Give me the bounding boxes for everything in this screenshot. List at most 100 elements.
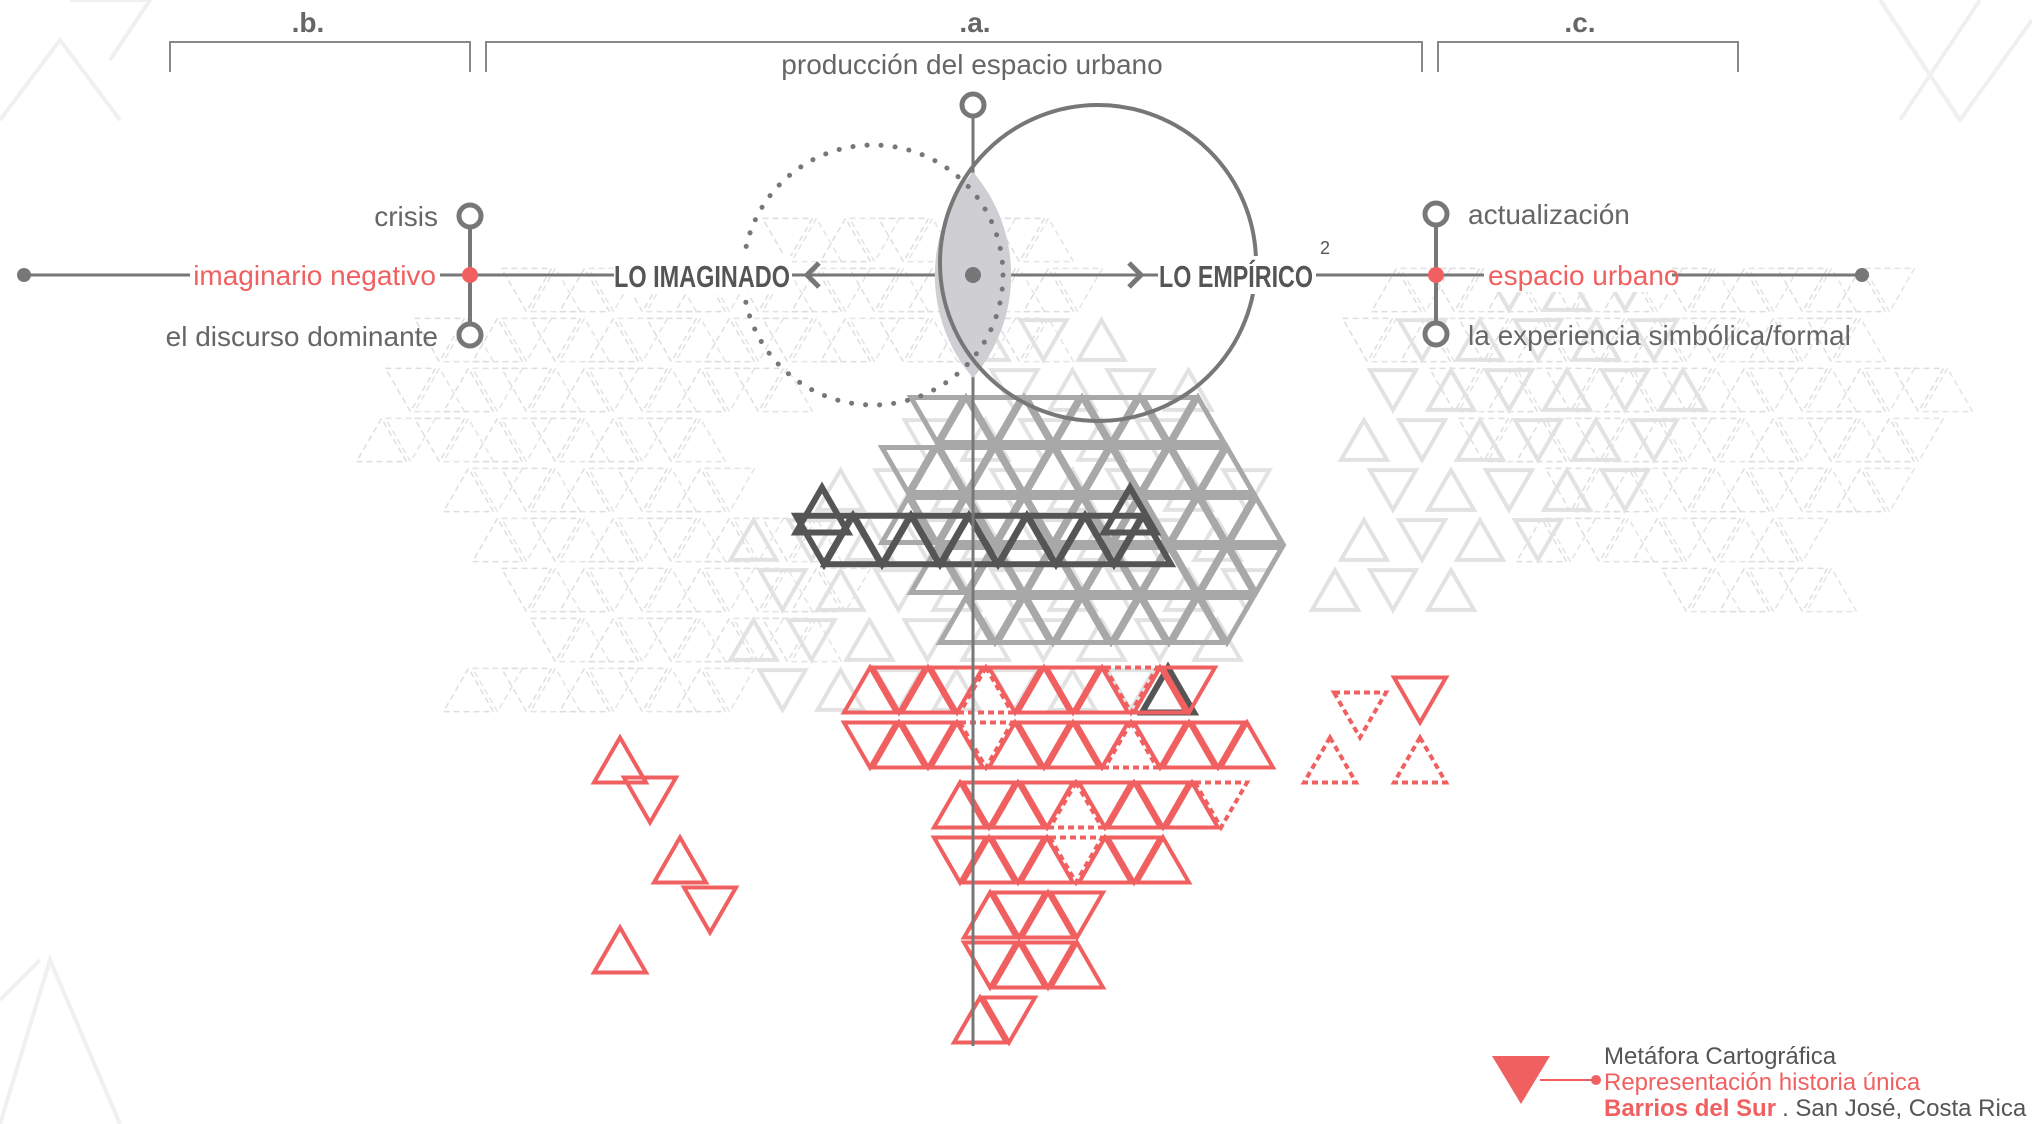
grid-triangle-mid bbox=[1196, 542, 1258, 596]
grid-triangle-mid bbox=[1138, 394, 1200, 448]
grid-triangle-faint bbox=[645, 366, 698, 413]
top-axis-label: producción del espacio urbano bbox=[781, 49, 1162, 80]
left-node-bottom bbox=[456, 321, 484, 349]
grid-triangle-mid bbox=[1138, 494, 1200, 548]
grid-triangle-mid bbox=[1022, 542, 1084, 596]
grid-triangle-faint bbox=[790, 616, 843, 663]
grid-triangle-red bbox=[590, 733, 650, 785]
grid-triangle-faint bbox=[1863, 267, 1916, 314]
grid-triangle-faint bbox=[471, 516, 524, 563]
grid-triangle-red bbox=[1046, 778, 1106, 830]
grid-triangle-faint bbox=[529, 566, 582, 613]
top-node bbox=[959, 91, 987, 119]
grid-triangle-mid bbox=[1167, 592, 1229, 646]
grid-triangle-faint bbox=[471, 667, 524, 714]
grid-triangle-faint bbox=[1834, 466, 1887, 513]
grid-triangle-light bbox=[1337, 516, 1391, 562]
grid-triangle-faint bbox=[413, 317, 466, 364]
grid-triangle-mid bbox=[1080, 542, 1142, 596]
left-node-top bbox=[456, 202, 484, 230]
grid-triangle-faint bbox=[587, 367, 640, 414]
grid-triangle-mid bbox=[906, 394, 968, 448]
grid-triangle-light bbox=[1308, 566, 1362, 612]
grid-triangle-faint bbox=[1660, 367, 1713, 414]
grid-triangle-mid bbox=[1196, 494, 1258, 548]
grid-triangle-mid bbox=[877, 492, 939, 546]
grid-triangle-faint bbox=[645, 617, 698, 664]
grid-triangle-light bbox=[1598, 468, 1652, 514]
grid-triangle-faint bbox=[1718, 566, 1771, 613]
grid-triangle-faint bbox=[1921, 366, 1974, 413]
grid-triangle-faint bbox=[1544, 467, 1597, 514]
grid-triangle-mid bbox=[1196, 594, 1258, 648]
grid-triangle-light bbox=[785, 518, 838, 564]
grid-triangle-faint bbox=[674, 516, 727, 563]
grid-triangle-faint bbox=[790, 316, 843, 363]
grid-triangle-faint bbox=[674, 466, 727, 513]
grid-triangle-red bbox=[1047, 890, 1107, 942]
grid-triangle-light bbox=[1453, 516, 1507, 562]
grid-triangle-faint bbox=[761, 366, 814, 413]
grid-triangle-faint bbox=[1602, 516, 1655, 563]
grid-triangle-faint bbox=[1631, 316, 1684, 363]
grid-triangle-faint bbox=[1805, 566, 1858, 613]
grid-triangle-light bbox=[1366, 468, 1420, 514]
grid-triangle-light bbox=[1424, 466, 1478, 512]
grid-triangle-red bbox=[1217, 718, 1277, 770]
grid-triangle-mid bbox=[1138, 542, 1200, 596]
grid-triangle-red bbox=[1014, 720, 1074, 772]
grid-triangle-faint bbox=[616, 417, 669, 464]
grid-triangle-mid bbox=[964, 394, 1026, 448]
grid-triangle-red bbox=[620, 775, 680, 827]
grid-triangle-red bbox=[1017, 833, 1077, 885]
grid-triangle-faint bbox=[674, 316, 727, 363]
grid-triangle-faint bbox=[413, 366, 466, 413]
grid-triangle-faint bbox=[877, 266, 930, 313]
grid-triangle-faint bbox=[587, 567, 640, 614]
grid-triangle-faint bbox=[732, 617, 785, 664]
grid-triangle-faint bbox=[1631, 467, 1684, 514]
grid-triangle-faint bbox=[558, 516, 611, 563]
grid-triangle-faint bbox=[500, 317, 553, 364]
grid-triangle-faint bbox=[1747, 367, 1800, 414]
grid-triangle-faint bbox=[1573, 317, 1626, 364]
grid-triangle-red bbox=[1390, 733, 1450, 785]
grid-triangle-faint bbox=[471, 367, 524, 414]
grid-triangle-red bbox=[927, 665, 987, 717]
grid-triangle-faint bbox=[355, 416, 408, 463]
grid-triangle-faint bbox=[442, 466, 495, 513]
grid-triangle-faint bbox=[616, 667, 669, 714]
bracket-b bbox=[169, 41, 471, 72]
grid-triangle-faint bbox=[732, 517, 785, 564]
grid-triangle-mid bbox=[1051, 592, 1113, 646]
grid-triangle-faint bbox=[500, 367, 553, 414]
legend-place-name: Barrios del Sur bbox=[1604, 1095, 1776, 1122]
grid-triangle-red bbox=[1159, 718, 1219, 770]
grid-triangle-faint bbox=[529, 517, 582, 564]
grid-triangle-mid bbox=[906, 542, 968, 596]
grid-triangle-faint bbox=[790, 516, 843, 563]
grid-triangle-faint bbox=[1602, 416, 1655, 463]
grid-triangle-faint bbox=[1486, 416, 1539, 463]
imagined-label: LO IMAGINADO bbox=[614, 259, 790, 294]
grid-triangle-faint bbox=[500, 517, 553, 564]
grid-triangle-faint bbox=[1660, 467, 1713, 514]
grid-triangle-faint bbox=[587, 416, 640, 463]
grid-triangle-faint bbox=[500, 467, 553, 514]
right-node-top bbox=[1422, 200, 1450, 228]
grid-triangle-faint bbox=[587, 316, 640, 363]
grid-triangle-faint bbox=[1892, 367, 1945, 414]
grid-triangle-red bbox=[1104, 778, 1164, 830]
grid-triangle-light bbox=[1453, 416, 1507, 462]
grid-triangle-faint bbox=[645, 566, 698, 613]
grid-triangle-faint bbox=[819, 216, 872, 263]
legend-line-1: Metáfora Cartográfica bbox=[1604, 1043, 1837, 1070]
grid-triangle-light bbox=[1540, 366, 1594, 412]
grid-triangle-red bbox=[1018, 940, 1078, 992]
grid-triangle-light bbox=[1482, 368, 1536, 414]
grid-triangle-faint bbox=[558, 416, 611, 463]
grid-triangle-mid bbox=[1022, 594, 1084, 648]
grid-triangle-red bbox=[1104, 835, 1164, 887]
grid-triangle-light bbox=[1598, 368, 1652, 414]
